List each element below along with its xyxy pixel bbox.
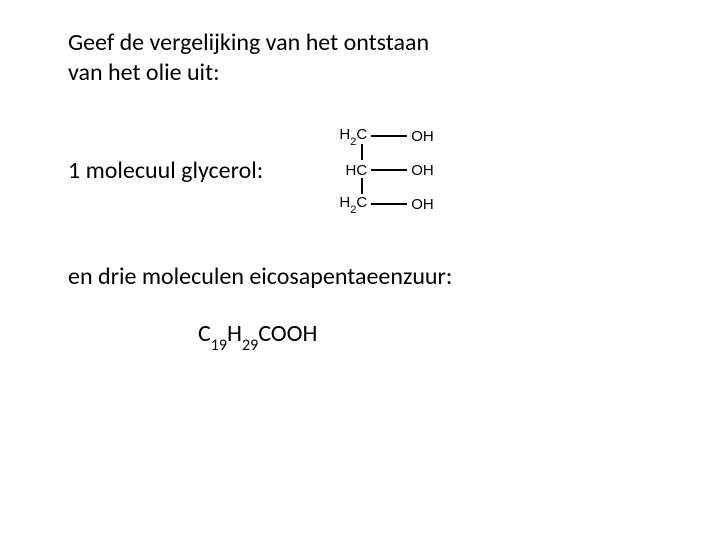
bond-vertical (361, 144, 363, 160)
title-line-1: Geef de vergelijking van het ontstaan (68, 28, 429, 57)
molecular-formula: C19H29COOH (198, 319, 318, 352)
eicosa-label: en drie moleculen eicosapentaeenzuur: (68, 262, 656, 291)
carbon-group: HC (333, 162, 367, 179)
glycerol-row: 1 molecuul glycerol: H2C OH HC OH H2C OH (68, 126, 656, 214)
bond-horizontal (371, 135, 407, 137)
structure-row: H2C OH (333, 126, 439, 146)
glycerol-label: 1 molecuul glycerol: (68, 156, 263, 185)
carbon-group: H2C (333, 126, 367, 146)
bond-vertical (361, 178, 363, 194)
hydroxyl-group: OH (411, 196, 439, 213)
carbon-group: H2C (333, 194, 367, 214)
title-line-2: van het olie uit: (68, 58, 220, 87)
hydroxyl-group: OH (411, 162, 439, 179)
structure-row: HC OH (333, 160, 439, 180)
bond-horizontal (371, 169, 407, 171)
question-title: Geef de vergelijking van het ontstaan va… (68, 28, 656, 88)
bond-horizontal (371, 203, 407, 205)
glycerol-structure: H2C OH HC OH H2C OH (333, 126, 439, 214)
hydroxyl-group: OH (411, 128, 439, 145)
structure-row: H2C OH (333, 194, 439, 214)
